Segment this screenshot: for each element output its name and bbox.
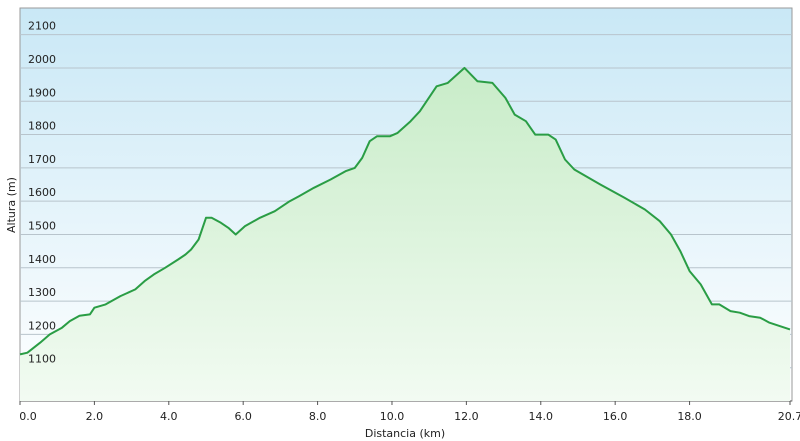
- y-tick-label: 1200: [28, 319, 56, 332]
- y-tick-label: 2000: [28, 53, 56, 66]
- x-tick-label: 14.0: [529, 410, 554, 423]
- y-tick-label: 1100: [28, 353, 56, 366]
- x-tick-label: 0.0: [19, 410, 37, 423]
- x-tick-label: 18.0: [677, 410, 702, 423]
- x-tick-label: 6.0: [234, 410, 252, 423]
- y-tick-label: 1400: [28, 253, 56, 266]
- y-tick-label: 1600: [28, 186, 56, 199]
- y-tick-label: 1700: [28, 153, 56, 166]
- y-axis-label: Altura (m): [5, 177, 18, 233]
- x-tick-label: 10.0: [380, 410, 405, 423]
- x-tick-label: 8.0: [309, 410, 327, 423]
- x-tick-label: 4.0: [160, 410, 178, 423]
- line: [19, 66, 791, 356]
- y-tick-label: 1300: [28, 286, 56, 299]
- x-tick-label: 20.7: [778, 410, 800, 423]
- x-tick-label: 2.0: [86, 410, 104, 423]
- area: [20, 67, 790, 402]
- y-tick-label: 2100: [28, 20, 56, 33]
- marks: [19, 66, 791, 402]
- x-axis-label: Distancia (km): [365, 427, 445, 440]
- x-tick-label: 16.0: [603, 410, 628, 423]
- y-tick-label: 1800: [28, 120, 56, 133]
- y-tick-label: 1500: [28, 219, 56, 232]
- x-tick-label: 12.0: [454, 410, 479, 423]
- y-tick-label: 1900: [28, 86, 56, 99]
